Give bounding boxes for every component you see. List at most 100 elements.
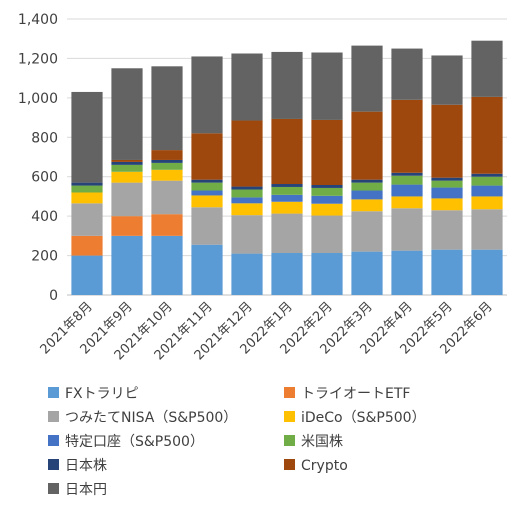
legend-label: 米国株 [301,434,343,450]
bar-segment [431,55,463,105]
bar-segment [191,56,223,134]
bar-segment [471,209,503,250]
bar-segment [151,162,183,170]
y-tick-label: 1,200 [18,51,58,67]
legend-label: トライオートETF [301,386,410,402]
bar-segment [311,184,343,188]
legend-label: 日本株 [65,458,107,474]
bar-segment [431,177,463,181]
bar-segment [311,52,343,120]
legend-swatch [284,411,295,422]
bar-segment [231,53,263,121]
legend-swatch [284,459,295,470]
bar-segment [471,196,503,210]
bar-segment [231,203,263,216]
bar-segment [311,215,343,254]
y-tick-label: 200 [31,249,58,265]
bar-segment [271,184,303,187]
bar-segment [111,159,143,162]
bar-segment [431,180,463,188]
bar-segment [351,190,383,200]
bar-segment [231,189,263,198]
bar-segment [311,253,343,295]
bar-segment [351,45,383,112]
legend: FXトラリピ トライオートETF つみたてNISA（S&P500） iDeCo（S&P… [48,386,426,498]
legend-label: Crypto [301,458,348,474]
legend-swatch [284,387,295,398]
bar-segment [351,111,383,180]
bar-segment [391,48,423,100]
bar-segment [271,213,303,254]
bar-segment [391,175,423,185]
bar-segment [471,185,503,197]
bar-segment [71,91,103,183]
bar-segment [351,211,383,252]
bar-segment [431,187,463,199]
bar-segment [71,255,103,295]
bar-segment [431,198,463,211]
bar-segment [71,235,103,256]
legend-swatch [48,435,59,446]
bar-segment [391,184,423,197]
bar-segment [191,195,223,208]
bar-segment [231,253,263,295]
bar-segment [151,235,183,295]
bar-segment [391,250,423,295]
bar-segment [231,215,263,254]
bar-segment [231,186,263,190]
bar-segment [191,133,223,180]
bar-segment [151,159,183,163]
bar-segment [71,203,103,236]
bar-segment [351,251,383,295]
y-tick-label: 400 [31,209,58,225]
bar-segment [111,235,143,295]
legend-label: 特定口座（S&P500） [65,434,204,450]
bar-segment [191,207,223,245]
bar-segment [151,66,183,151]
bar-segment [271,201,303,214]
bar-segment [351,199,383,212]
bar-segment [191,244,223,295]
legend-label: iDeCo（S&P500） [301,410,426,426]
bar-segment [471,173,503,177]
bar-segment [271,118,303,185]
bar-segment [71,185,103,193]
y-tick-label: 0 [49,288,58,304]
legend-swatch [48,459,59,470]
bar-segment [431,249,463,295]
bar-segment [271,253,303,295]
bar-segment [71,192,103,204]
bar-segment [271,186,303,195]
bar-segment [111,161,143,165]
bar-segment [391,208,423,251]
bar-segment [311,195,343,204]
bar-segment [311,187,343,196]
bar-segment [471,176,503,186]
bar-segment [271,51,303,119]
bar-segment [391,172,423,176]
bar-segment [351,179,383,183]
bar-segment [151,180,183,215]
bar-segment [271,194,303,202]
legend-swatch [284,435,295,446]
legend-label: つみたてNISA（S&P500） [65,410,237,426]
y-tick-label: 600 [31,170,58,186]
bar-segment [151,169,183,181]
bar-segment [431,210,463,250]
bars [71,40,503,295]
bar-segment [71,182,103,186]
bar-segment [311,119,343,185]
y-tick-label: 1,000 [18,91,58,107]
bar-segment [151,150,183,160]
y-tick-label: 1,400 [18,12,58,28]
bar-segment [111,182,143,217]
bar-segment [191,190,223,196]
bar-segment [471,40,503,97]
bar-segment [231,197,263,204]
bar-segment [111,164,143,172]
bar-segment [471,96,503,174]
bar-segment [111,171,143,183]
legend-label: 日本円 [65,482,107,498]
